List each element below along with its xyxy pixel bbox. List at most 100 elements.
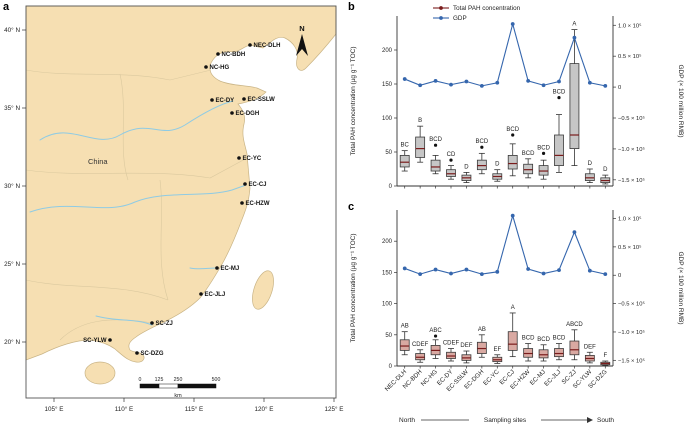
sig-letter: D (588, 161, 593, 167)
site-label: SC-YLW (83, 338, 107, 344)
gdp-point (541, 271, 546, 276)
hainan-island (84, 361, 116, 385)
map-y-tick-label: 20° N (4, 338, 20, 346)
left-tick-label: 50 (385, 150, 392, 156)
right-tick-label: 0.5 × 10⁵ (618, 53, 642, 60)
panel-c: c 0 50 100 150 200 1.0 × 10⁵ 0.5 × 10⁵ 0 −0.5 × … (345, 200, 685, 429)
site-marker-nc-hg (204, 65, 208, 69)
gdp-point (479, 83, 484, 88)
north-label: North (399, 417, 415, 424)
gdp-point (433, 267, 438, 272)
china-landmass (25, 5, 337, 363)
box (446, 351, 456, 359)
map-x-tick-label: 115° E (185, 405, 204, 413)
gdp-point (557, 79, 561, 84)
right-tick-label: 1.0 × 10⁵ (618, 22, 642, 29)
site-label: SC-DZG (141, 351, 164, 357)
gdp-point (557, 268, 561, 273)
outlier-point (511, 133, 515, 137)
left-axis-title: Total PAH concentration (µg g⁻¹ TOC) (350, 233, 357, 342)
x-category-label: EC-YC (482, 368, 501, 387)
box (507, 331, 518, 351)
right-tick-label: 0 (618, 273, 621, 279)
right-axis-title: GDP (× 100 million RMB) (677, 251, 684, 324)
outlier-point (480, 145, 484, 149)
north-arrow-label: N (299, 24, 304, 33)
right-axis-title: GDP (× 100 million RMB) (677, 64, 684, 137)
outlier-point (557, 96, 561, 100)
map-x-tick-label: 125° E (325, 405, 344, 413)
sig-letter: BCD (522, 336, 535, 342)
box (415, 353, 426, 361)
site-label: EC-SSLW (248, 97, 276, 103)
gdp-point (572, 230, 577, 235)
sig-letter: BCD (553, 90, 566, 96)
right-tick-label: −1.5 × 10⁵ (618, 357, 645, 364)
outlier-point (433, 143, 438, 147)
left-tick-label: 200 (382, 239, 393, 245)
site-marker-nec-dlh (248, 43, 252, 47)
site-label: EC-HZW (246, 201, 270, 207)
box (554, 134, 564, 167)
sig-letter: AB (401, 324, 409, 330)
country-label: China (88, 157, 108, 166)
left-axis-title: Total PAH concentration (µg g⁻¹ TOC) (350, 46, 357, 155)
sig-letter: D (603, 167, 608, 173)
legend-marker-dot (439, 6, 443, 10)
x-category-label: NC-HG (420, 368, 439, 387)
sig-letter: A (511, 305, 515, 311)
right-tick-label: 0.5 × 10⁵ (618, 244, 642, 251)
pearl-river (95, 315, 153, 326)
legend-label: GDP (453, 15, 467, 22)
yangtze-river (29, 184, 247, 213)
left-tick-label: 100 (382, 302, 393, 308)
box (554, 348, 564, 358)
gdp-point (464, 267, 469, 272)
box (399, 154, 410, 168)
sig-letter: BCD (537, 337, 550, 343)
box (523, 163, 534, 175)
panel-b: b 0 50 100 150 200 1.0 × 10⁵ 0.5 × 10⁵ 0 −0.5 × … (345, 0, 685, 200)
scalebar-label: 125 (155, 377, 164, 383)
left-tick-label: 0 (389, 184, 393, 190)
gdp-point (603, 83, 608, 88)
sig-letter: AB (478, 327, 486, 333)
left-tick-label: 100 (382, 116, 393, 122)
sig-letter: CDEF (443, 341, 460, 347)
site-marker-sc-ylw (108, 338, 112, 342)
site-label: EC-MJ (221, 266, 240, 272)
map-x-tick-label: 105° E (45, 405, 64, 413)
site-marker-nc-bdh (216, 52, 220, 56)
map-y-tick-label: 25° N (4, 260, 20, 268)
map-x-tick-label: 110° E (115, 405, 134, 413)
gdp-point (603, 272, 608, 277)
box (446, 169, 456, 177)
site-label: NEC-DLH (254, 43, 281, 49)
outlier-point (541, 151, 546, 155)
sig-letter: CD (447, 152, 456, 158)
panel-a-label: a (3, 1, 10, 13)
outlier-point (433, 334, 438, 338)
box (507, 154, 518, 170)
site-label: NC-BDH (222, 52, 246, 58)
sig-letter: BCD (537, 145, 550, 151)
sig-letter: BCD (429, 137, 442, 143)
sig-letter: EF (493, 347, 501, 353)
gdp-point (402, 266, 407, 271)
right-tick-label: 0 (618, 85, 621, 91)
map-y-tick-label: 30° N (4, 182, 20, 190)
gdp-point (495, 80, 500, 85)
site-marker-sc-zj (150, 321, 154, 325)
legend-marker-dot (439, 16, 443, 20)
gdp-point (526, 267, 531, 271)
site-marker-ec-hzw (240, 201, 244, 205)
scale-bar: km (139, 383, 217, 399)
box (569, 63, 580, 149)
sig-letter: DEF (584, 344, 596, 350)
sig-letter: DEF (460, 343, 472, 349)
site-marker-ec-jlj (199, 292, 203, 296)
left-tick-label: 150 (382, 82, 393, 88)
min-river (189, 267, 217, 270)
sig-letter: D (464, 164, 469, 170)
right-tick-label: −1.0 × 10⁵ (618, 329, 645, 336)
